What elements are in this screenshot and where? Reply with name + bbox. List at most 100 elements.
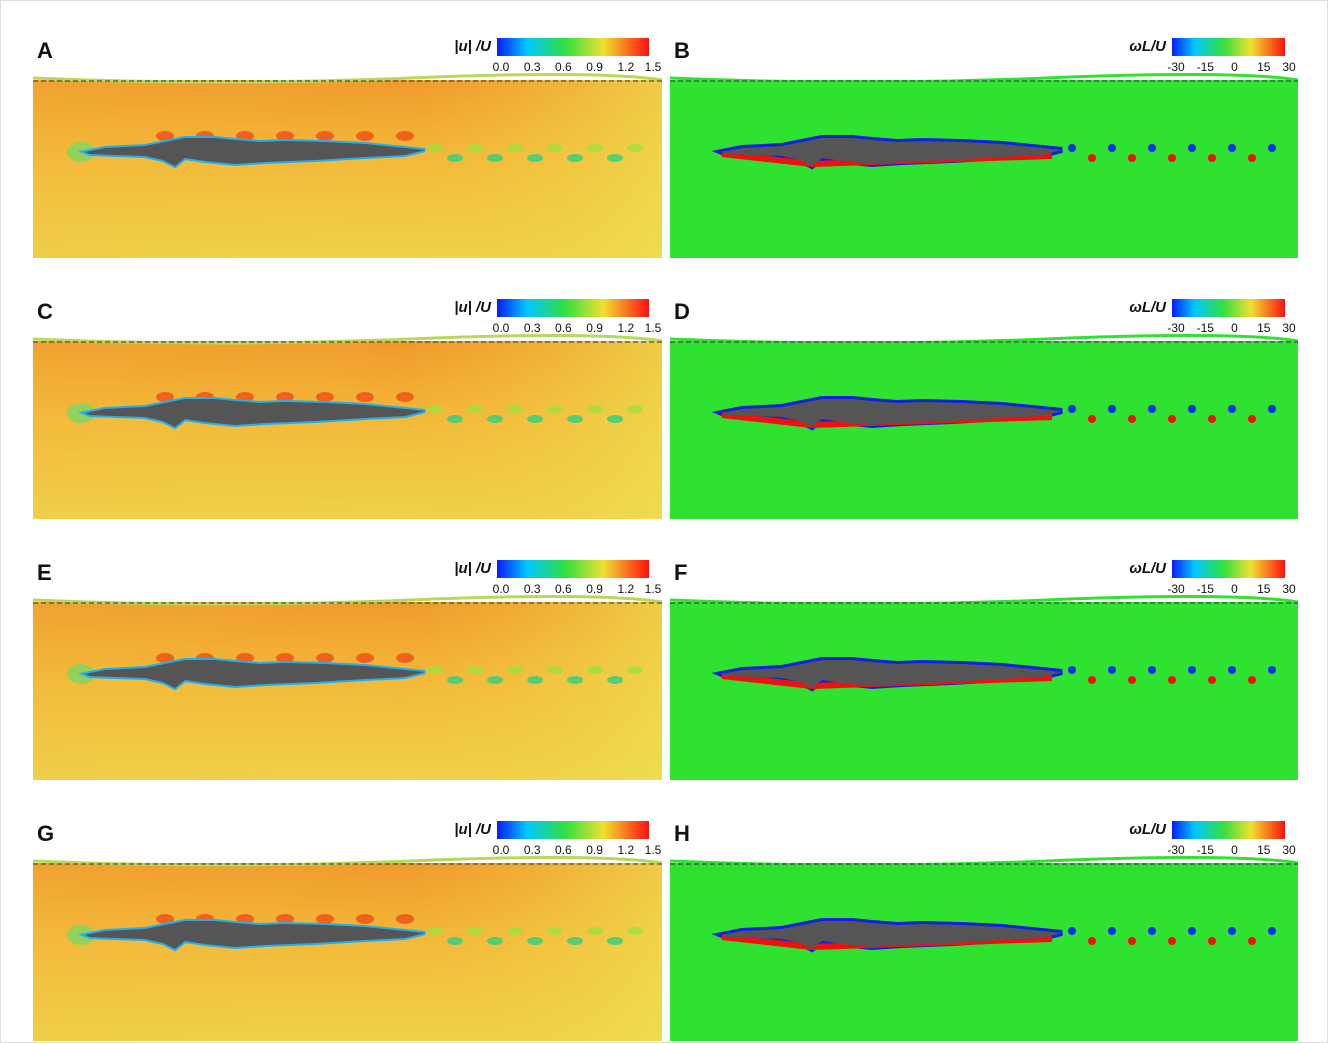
low-speed-spot (356, 653, 374, 663)
field (670, 602, 1298, 780)
wake-spot (487, 676, 503, 684)
vortex (1108, 144, 1116, 152)
vortex (1068, 405, 1076, 413)
wake-spot (487, 154, 503, 162)
colorbar-title: ωL/U (1129, 560, 1167, 577)
vortex (1248, 154, 1256, 162)
colorbar-tick-label: 30 (1282, 582, 1296, 596)
colorbar-title: ωL/U (1129, 299, 1167, 316)
colorbar-tick-label: -15 (1197, 843, 1215, 857)
field-shade (33, 341, 662, 519)
vortex (1228, 666, 1236, 674)
wake-spot (607, 676, 623, 684)
colorbar (497, 299, 649, 317)
low-speed-spot (316, 392, 334, 402)
colorbar-tick-label: 0.3 (524, 321, 541, 335)
wake-spot (627, 927, 643, 935)
vortex (1148, 405, 1156, 413)
colorbar-tick-label: 15 (1257, 582, 1271, 596)
wake-spot (527, 415, 543, 423)
panel-label: A (37, 38, 53, 63)
vortex (1248, 937, 1256, 945)
colorbar-tick-label: 30 (1282, 843, 1296, 857)
vortex (1148, 927, 1156, 935)
colorbar-tick-label: 0 (1231, 60, 1238, 74)
vortex (1068, 666, 1076, 674)
colorbar-tick-label: 1.2 (617, 321, 634, 335)
low-speed-spot (276, 131, 294, 141)
wake-spot (567, 154, 583, 162)
colorbar-tick-label: 1.2 (617, 843, 634, 857)
colorbar-title: ωL/U (1129, 38, 1167, 55)
colorbar-tick-label: 0.3 (524, 60, 541, 74)
colorbar (497, 38, 649, 56)
colorbar-tick-label: -15 (1197, 60, 1215, 74)
wake-spot (547, 405, 563, 413)
panel: A |u| /U0.0 0.3 0.6 0.9 1.2 1.5 (32, 38, 663, 258)
colorbar-title: ωL/U (1129, 821, 1167, 838)
vortex (1088, 676, 1096, 684)
vortex (1208, 154, 1216, 162)
colorbar-tick-label: 0.9 (586, 582, 603, 596)
vortex (1268, 666, 1276, 674)
vortex (1168, 676, 1176, 684)
wake-spot (607, 154, 623, 162)
vortex (1108, 927, 1116, 935)
wake-spot (487, 415, 503, 423)
vortex (1088, 415, 1096, 423)
low-speed-spot (396, 131, 414, 141)
field (670, 341, 1298, 519)
panel: C |u| /U0.0 0.3 0.6 0.9 1.2 1.5 (32, 299, 663, 519)
wake-spot (467, 405, 483, 413)
wake-spot (447, 676, 463, 684)
low-speed-spot (356, 914, 374, 924)
vortex (1168, 415, 1176, 423)
colorbar-tick-label: -15 (1197, 582, 1215, 596)
vortex (1108, 666, 1116, 674)
colorbar-title: |u| /U (454, 821, 492, 838)
panel: G |u| /U0.0 0.3 0.6 0.9 1.2 1.5 (32, 821, 663, 1041)
wake-spot (587, 144, 603, 152)
colorbar-tick-label: 0.6 (555, 843, 572, 857)
colorbar-tick-label: 15 (1257, 843, 1271, 857)
wake-spot (427, 144, 443, 152)
vortex (1108, 405, 1116, 413)
wake-spot (627, 405, 643, 413)
colorbar-title: |u| /U (454, 38, 492, 55)
colorbar-tick-label: 0.6 (555, 321, 572, 335)
swimmer (722, 399, 1062, 427)
wake-spot (527, 937, 543, 945)
wake-spot (547, 666, 563, 674)
colorbar-tick-label: -30 (1167, 321, 1185, 335)
panel-label: D (674, 299, 690, 324)
low-speed-spot (356, 131, 374, 141)
wake-spot (527, 154, 543, 162)
colorbar-tick-label: 1.2 (617, 582, 634, 596)
panel-label: G (37, 821, 54, 846)
wake-spot (507, 666, 523, 674)
low-speed-spot (156, 914, 174, 924)
vortex (1068, 144, 1076, 152)
wake-spot (447, 937, 463, 945)
wake-spot (627, 144, 643, 152)
vortex (1268, 405, 1276, 413)
low-speed-spot (396, 914, 414, 924)
vortex (1128, 415, 1136, 423)
low-speed-spot (316, 131, 334, 141)
colorbar-title: |u| /U (454, 299, 492, 316)
low-speed-spot (396, 392, 414, 402)
colorbar-tick-label: 0 (1231, 582, 1238, 596)
colorbar-tick-label: 0.0 (493, 321, 510, 335)
colorbar-tick-label: 1.5 (645, 582, 662, 596)
low-speed-spot (276, 914, 294, 924)
field-shade (33, 80, 662, 258)
wake-spot (547, 144, 563, 152)
vortex (1188, 666, 1196, 674)
colorbar (1172, 299, 1285, 317)
wake-spot (447, 154, 463, 162)
field (670, 863, 1298, 1041)
low-speed-spot (156, 392, 174, 402)
wake-spot (547, 927, 563, 935)
colorbar-tick-label: 1.5 (645, 321, 662, 335)
